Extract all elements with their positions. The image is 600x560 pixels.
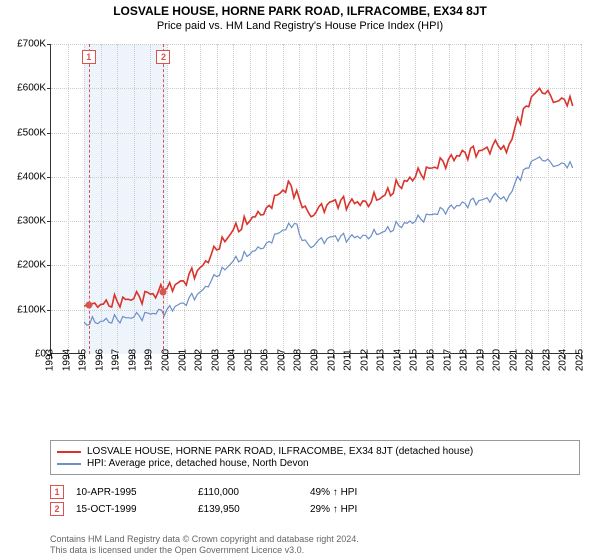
page-subtitle: Price paid vs. HM Land Registry's House …: [0, 20, 600, 32]
x-axis-label: 2003: [210, 349, 221, 371]
legend-swatch: [57, 451, 81, 453]
y-axis-label: £700K: [17, 39, 46, 50]
legend: LOSVALE HOUSE, HORNE PARK ROAD, ILFRACOM…: [50, 440, 580, 475]
x-axis-label: 2005: [243, 349, 254, 371]
x-axis-label: 2000: [160, 349, 171, 371]
x-axis-label: 2013: [376, 349, 387, 371]
x-axis-label: 2010: [326, 349, 337, 371]
x-axis-label: 1995: [78, 349, 89, 371]
sale-price: £139,950: [198, 504, 298, 515]
chart-sale-marker: 1: [82, 50, 96, 64]
x-axis-label: 2025: [575, 349, 586, 371]
y-axis-label: £500K: [17, 127, 46, 138]
legend-item: HPI: Average price, detached house, Nort…: [57, 458, 573, 469]
x-axis-label: 2012: [359, 349, 370, 371]
x-axis-label: 2006: [260, 349, 271, 371]
x-axis-label: 2002: [194, 349, 205, 371]
x-axis-label: 1999: [144, 349, 155, 371]
x-axis-label: 2019: [475, 349, 486, 371]
x-axis-label: 2014: [392, 349, 403, 371]
x-axis-label: 2004: [227, 349, 238, 371]
sale-date: 10-APR-1995: [76, 487, 186, 498]
chart-sale-marker: 2: [156, 50, 170, 64]
footer-line: Contains HM Land Registry data © Crown c…: [50, 534, 580, 545]
x-axis-label: 2021: [508, 349, 519, 371]
x-axis-label: 2008: [293, 349, 304, 371]
sale-price: £110,000: [198, 487, 298, 498]
sale-row: 2 15-OCT-1999 £139,950 29% ↑ HPI: [50, 502, 580, 516]
legend-label: LOSVALE HOUSE, HORNE PARK ROAD, ILFRACOM…: [87, 446, 473, 457]
x-axis-label: 1998: [127, 349, 138, 371]
chart: 12 £0£100K£200K£300K£400K£500K£600K£700K…: [50, 44, 580, 394]
plot-area: 12: [50, 44, 580, 354]
y-axis-label: £600K: [17, 83, 46, 94]
x-axis-label: 2024: [558, 349, 569, 371]
x-axis-label: 2007: [276, 349, 287, 371]
legend-item: LOSVALE HOUSE, HORNE PARK ROAD, ILFRACOM…: [57, 446, 573, 457]
footer-line: This data is licensed under the Open Gov…: [50, 545, 580, 556]
x-axis-label: 2011: [343, 349, 354, 371]
x-axis-label: 1993: [45, 349, 56, 371]
chart-lines: [51, 44, 581, 354]
x-axis-label: 2017: [442, 349, 453, 371]
sale-marker: 1: [50, 485, 64, 499]
legend-label: HPI: Average price, detached house, Nort…: [87, 458, 309, 469]
sale-marker: 2: [50, 502, 64, 516]
x-axis-label: 2015: [409, 349, 420, 371]
x-axis-label: 1994: [61, 349, 72, 371]
series-hpi: [84, 157, 573, 325]
y-axis-label: £100K: [17, 304, 46, 315]
y-axis-label: £300K: [17, 216, 46, 227]
x-axis-label: 2016: [425, 349, 436, 371]
page-title: LOSVALE HOUSE, HORNE PARK ROAD, ILFRACOM…: [0, 4, 600, 18]
x-axis-label: 1997: [111, 349, 122, 371]
x-axis-label: 2022: [525, 349, 536, 371]
x-axis-label: 2023: [541, 349, 552, 371]
x-axis-label: 2018: [459, 349, 470, 371]
x-axis-label: 2020: [492, 349, 503, 371]
sale-hpi: 49% ↑ HPI: [310, 487, 410, 498]
x-axis-label: 2009: [310, 349, 321, 371]
sale-hpi: 29% ↑ HPI: [310, 504, 410, 515]
x-axis-label: 2001: [177, 349, 188, 371]
sale-row: 1 10-APR-1995 £110,000 49% ↑ HPI: [50, 485, 580, 499]
x-axis-label: 1996: [94, 349, 105, 371]
footer: Contains HM Land Registry data © Crown c…: [50, 534, 580, 556]
legend-swatch: [57, 463, 81, 465]
y-axis-label: £200K: [17, 260, 46, 271]
sale-date: 15-OCT-1999: [76, 504, 186, 515]
sale-point: [160, 289, 167, 296]
sale-point: [85, 302, 92, 309]
y-axis-label: £400K: [17, 171, 46, 182]
sales-table: 1 10-APR-1995 £110,000 49% ↑ HPI 2 15-OC…: [50, 482, 580, 519]
